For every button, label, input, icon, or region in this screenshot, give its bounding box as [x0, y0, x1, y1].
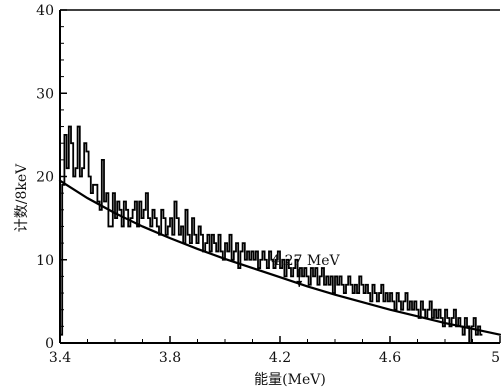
y-tick-label: 30	[36, 86, 54, 102]
y-tick-label: 20	[36, 170, 54, 186]
y-axis-ticks: 0 10 20 30 40	[36, 3, 67, 352]
x-axis-ticks: 3.4 3.8 4.2 4.6 5	[49, 336, 501, 366]
y-axis-label: 计数/8keV	[14, 163, 30, 232]
annotation-arrowhead	[296, 280, 303, 287]
annotations: 4.27 MeV	[271, 253, 340, 287]
annotation-label: 4.27 MeV	[271, 253, 340, 269]
y-tick-label: 40	[36, 3, 54, 19]
x-tick-label: 5	[491, 350, 500, 366]
x-tick-label: 3.8	[159, 350, 181, 366]
x-tick-label: 4.2	[269, 350, 291, 366]
y-tick-label: 10	[36, 253, 54, 269]
y-tick-label: 0	[45, 336, 54, 352]
x-tick-label: 4.6	[379, 350, 401, 366]
plot-area	[58, 125, 501, 344]
fit-curve-series	[58, 179, 501, 336]
x-tick-label: 3.4	[49, 350, 71, 366]
x-axis-label: 能量(MeV)	[254, 372, 326, 388]
histogram-series	[59, 125, 483, 344]
